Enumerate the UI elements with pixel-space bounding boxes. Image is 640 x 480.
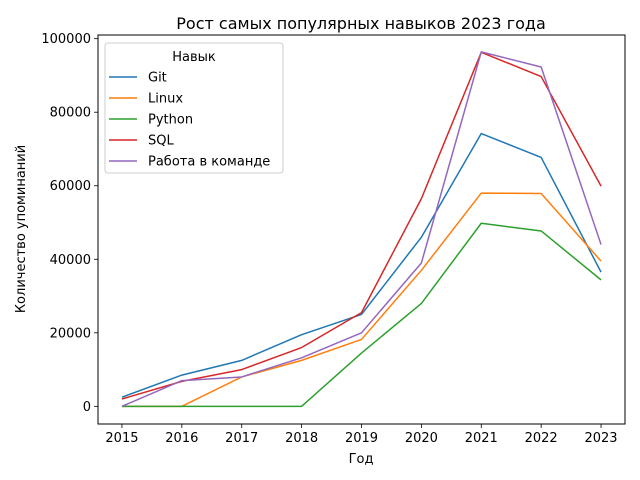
x-tick-label: 2019 xyxy=(345,431,378,446)
y-tick-label: 0 xyxy=(83,400,91,415)
x-tick-label: 2018 xyxy=(285,431,318,446)
x-tick-label: 2023 xyxy=(584,431,617,446)
plot-area xyxy=(121,51,602,408)
x-tick-label: 2016 xyxy=(165,431,198,446)
y-axis-label: Количество упоминаний xyxy=(14,145,29,313)
y-tick-label: 40000 xyxy=(50,253,91,268)
x-axis-label: Год xyxy=(349,452,374,467)
series-line-1 xyxy=(121,192,602,408)
x-tick-label: 2022 xyxy=(525,431,558,446)
x-tick-label: 2020 xyxy=(405,431,438,446)
legend-box xyxy=(104,42,284,174)
series-line-0 xyxy=(121,132,602,398)
series-line-4 xyxy=(121,51,602,408)
legend-label-0: Git xyxy=(148,71,167,86)
y-tick-label: 20000 xyxy=(50,326,91,341)
y-tick-label: 80000 xyxy=(50,106,91,121)
legend: Навык Git Linux Python SQL Работа в команде xyxy=(104,42,284,174)
legend-label-1: Linux xyxy=(148,92,183,107)
x-tick-label: 2017 xyxy=(225,431,258,446)
legend-label-4: Работа в команде xyxy=(148,155,270,170)
series-line-2 xyxy=(121,222,602,408)
x-tick-label: 2015 xyxy=(105,431,138,446)
y-tick-label: 100000 xyxy=(41,32,91,47)
x-axis: 2015 2016 2017 2018 2019 2020 2021 2022 2023 xyxy=(105,424,618,446)
chart-title: Рост самых популярных навыков 2023 года xyxy=(176,14,546,33)
series-line-3 xyxy=(121,51,602,400)
legend-title: Навык xyxy=(172,50,216,65)
y-tick-label: 60000 xyxy=(50,179,91,194)
y-axis: 0 20000 40000 60000 80000 100000 xyxy=(41,32,98,415)
legend-label-3: SQL xyxy=(148,134,174,149)
legend-label-2: Python xyxy=(148,113,193,128)
x-tick-label: 2021 xyxy=(465,431,498,446)
